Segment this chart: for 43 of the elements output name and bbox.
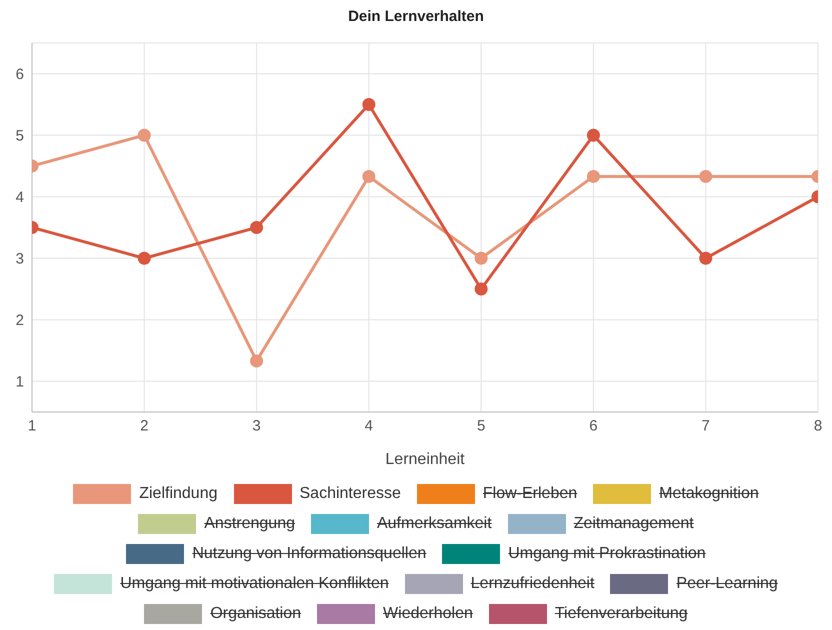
point (474, 252, 488, 265)
point (250, 221, 264, 234)
x-tick-label: 7 (702, 418, 710, 435)
legend-label: Umgang mit Prokrastination (508, 545, 706, 563)
point (699, 170, 712, 183)
legend-label: Metakognition (659, 485, 759, 503)
x-tick-label: 6 (589, 418, 598, 435)
point (474, 282, 488, 296)
point (250, 354, 264, 368)
legend-label: Wiederholen (383, 605, 473, 623)
point (138, 252, 151, 265)
legend-label: Tiefenverarbeitung (554, 605, 688, 623)
legend-label: Sachinteresse (300, 485, 401, 503)
y-tick-label: 2 (16, 312, 24, 330)
legend-label: Peer-Learning (676, 575, 778, 593)
point (362, 170, 376, 183)
legend-label: Aufmerksamkeit (376, 515, 492, 533)
x-tick-label: 4 (364, 418, 374, 435)
chart-title: Dein Lernverhalten (347, 8, 485, 25)
legend-label: Zielfindung (139, 485, 218, 503)
y-tick-label: 6 (16, 66, 24, 84)
legend-label: Anstrengung (204, 515, 295, 533)
x-tick-label: 3 (252, 418, 261, 435)
point (362, 98, 376, 111)
y-tick-label: 5 (16, 128, 24, 145)
legend-label: Umgang mit motivationalen Konflikten (120, 575, 389, 593)
x-tick-label: 5 (476, 418, 486, 435)
y-tick-label: 1 (16, 374, 24, 391)
point (586, 128, 600, 142)
legend-label: Organisation (210, 605, 302, 623)
y-tick-label: 3 (16, 250, 24, 268)
x-tick-label: 2 (140, 418, 148, 435)
legend-label: Flow-Erleben (482, 485, 578, 503)
point (699, 252, 712, 265)
point (138, 128, 151, 142)
legend-label: Lernzufriedenheit (470, 575, 594, 593)
legend-label: Nutzung von Informationsquellen (192, 545, 426, 563)
x-tick-label: 8 (814, 418, 822, 435)
y-tick-label: 4 (16, 189, 24, 206)
point (586, 170, 600, 183)
legend-label: Zeitmanagement (574, 515, 694, 533)
x-tick-label: 1 (28, 418, 36, 435)
x-axis-title: Lerneinheit (385, 451, 466, 468)
